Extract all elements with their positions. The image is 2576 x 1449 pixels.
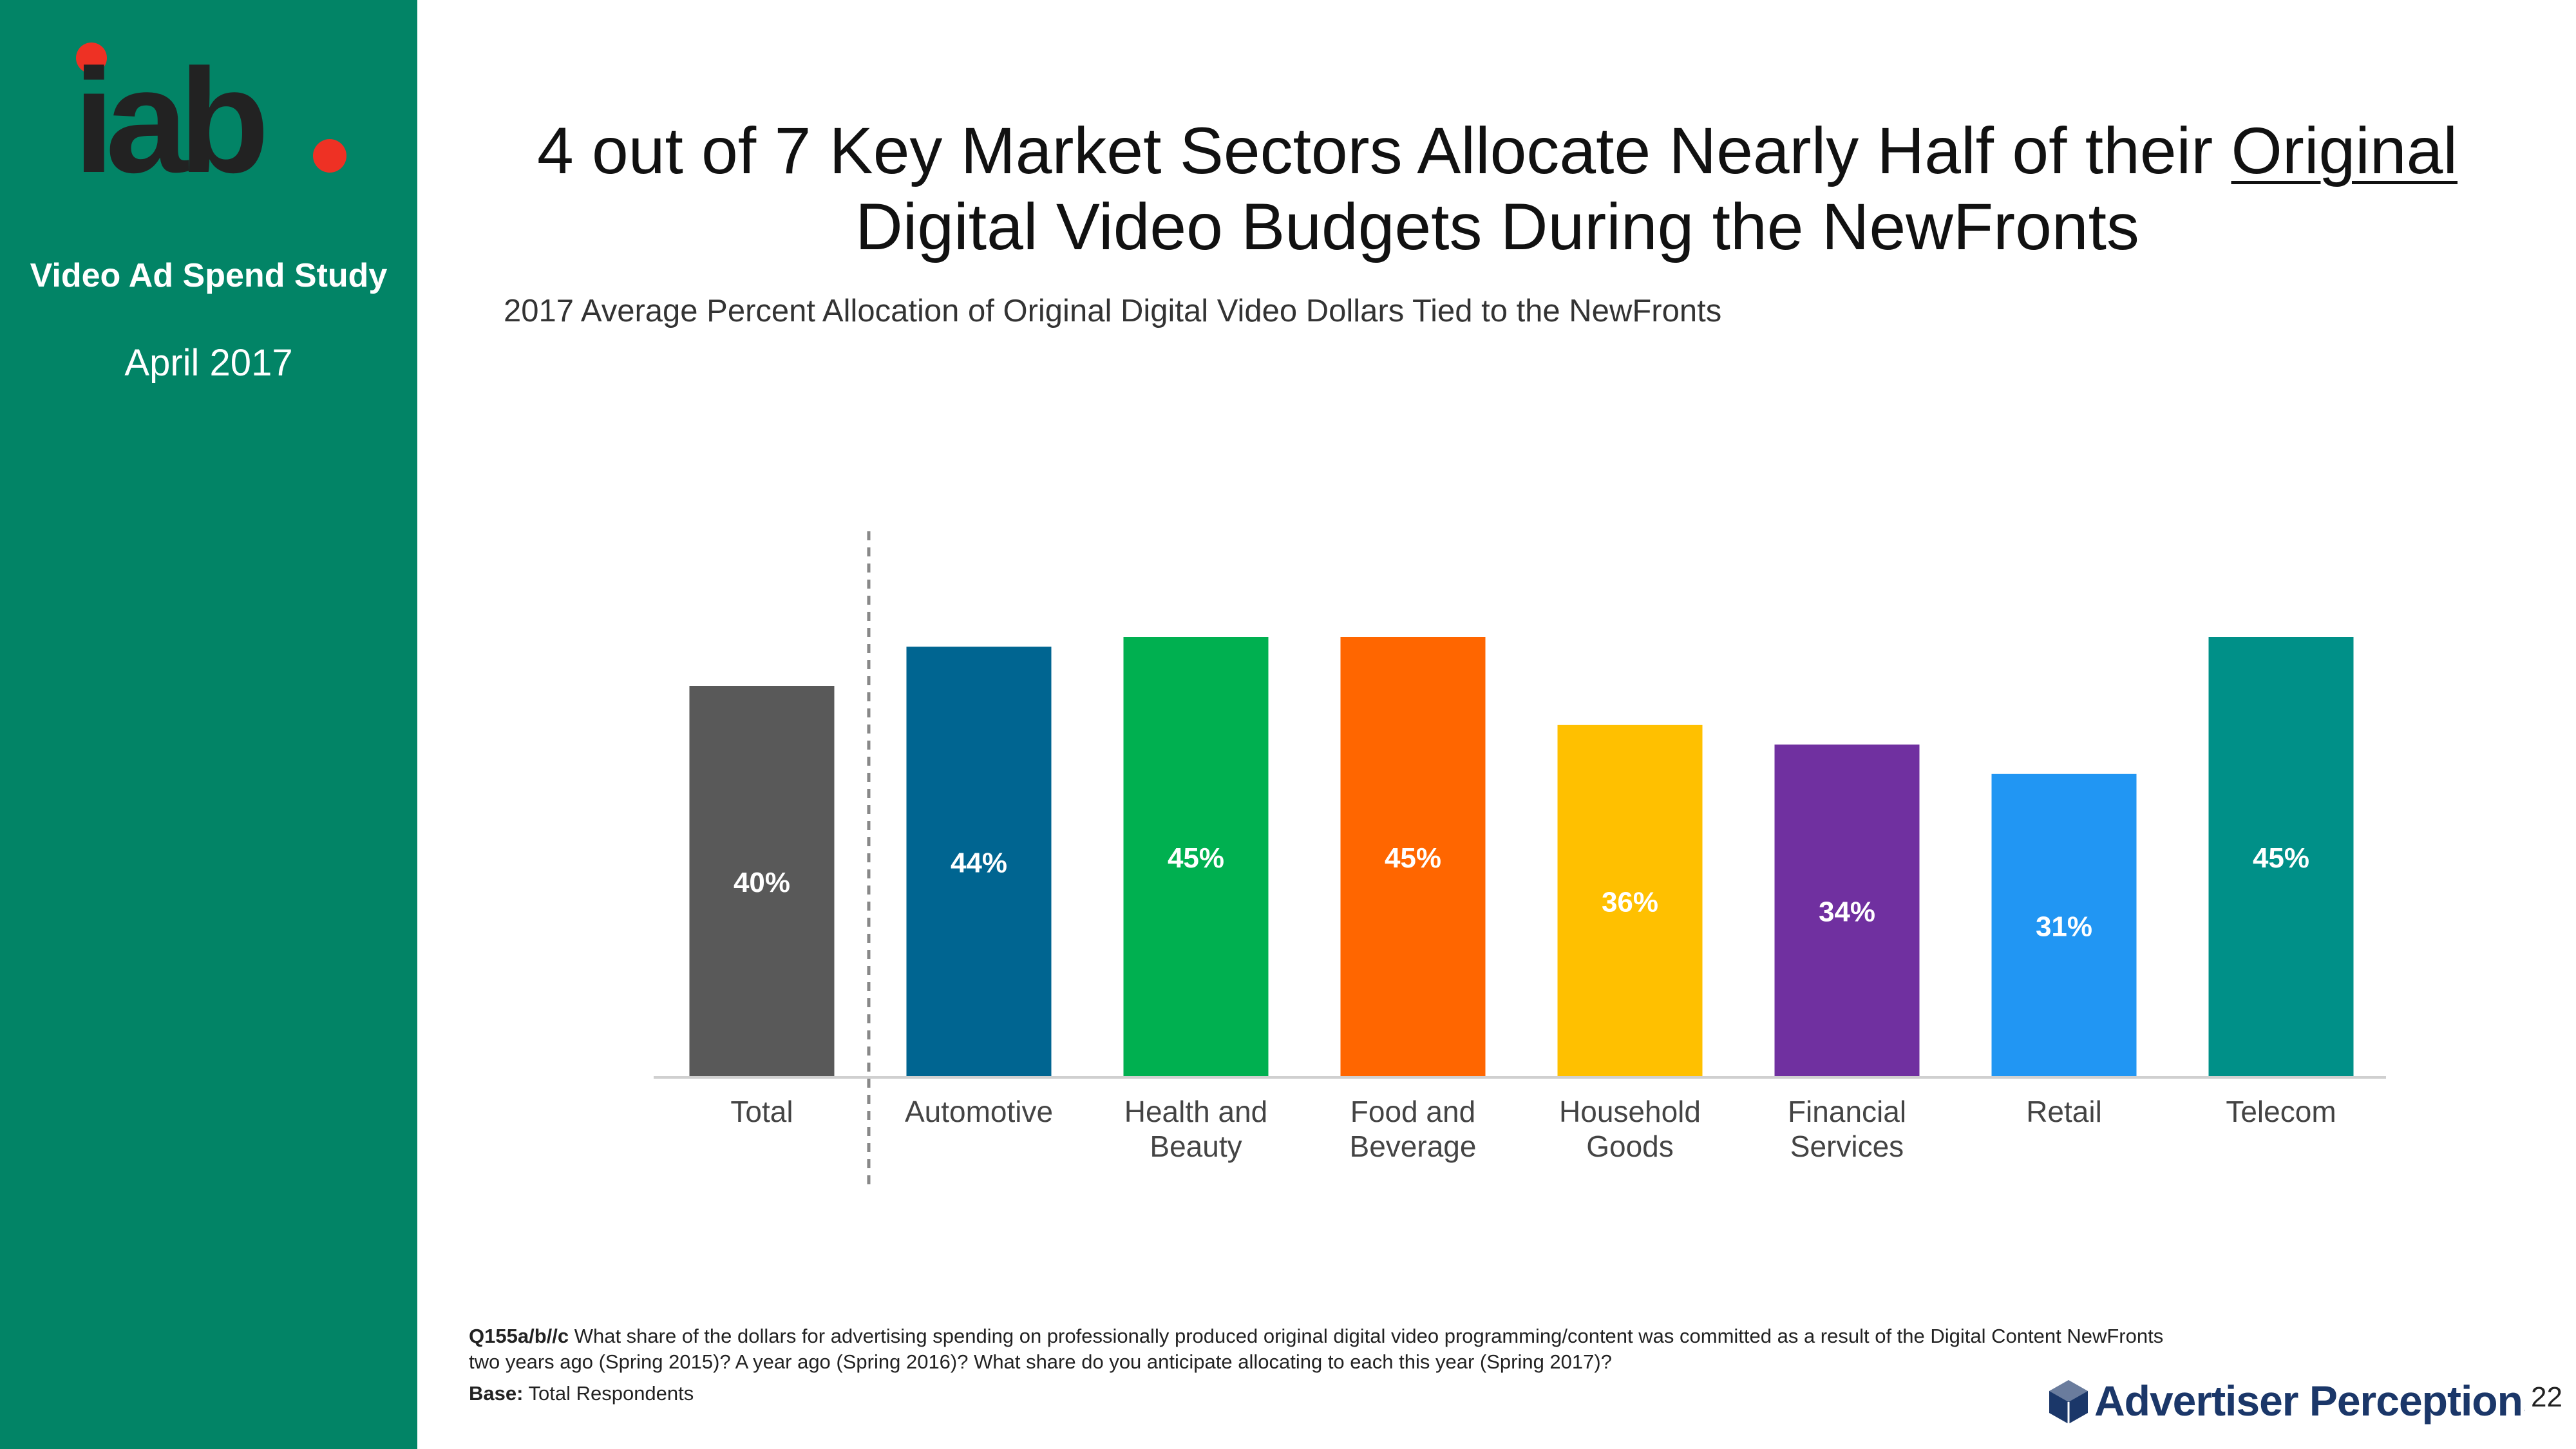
study-date: April 2017 — [124, 342, 293, 384]
bar-health-and-beauty — [1123, 637, 1269, 1077]
bar-retail — [1991, 773, 2137, 1077]
value-label-retail: 31% — [2036, 911, 2092, 942]
page-number: 22 — [2531, 1381, 2562, 1413]
chart-subtitle: 2017 Average Percent Allocation of Origi… — [504, 294, 1722, 328]
bar-household-goods — [1557, 724, 1703, 1077]
category-label-health-and-beauty-line-2: Beauty — [1150, 1130, 1242, 1163]
value-labels-group: 40% 44% 45% 45% 36% 34% 31% 45% — [734, 842, 2309, 942]
title-part-2: Digital Video Budgets During the NewFron… — [855, 190, 2139, 263]
category-label-financial-services-line-1: Financial — [1788, 1095, 1906, 1128]
question-footnote: Q155a/b//c What share of the dollars for… — [469, 1323, 2175, 1375]
sidebar: iab Video Ad Spend Study April 2017 — [0, 0, 417, 1449]
category-label-health-and-beauty-line-1: Health and — [1124, 1095, 1268, 1128]
title-part-1: 4 out of 7 Key Market Sectors Allocate N… — [536, 114, 2231, 187]
advertiser-perceptions-logo: Advertiser Perceptions — [2049, 1377, 2524, 1425]
base-note: Base: Total Respondents — [469, 1382, 694, 1405]
value-label-telecom: 45% — [2253, 842, 2309, 874]
cube-icon — [2049, 1380, 2088, 1424]
value-label-food-and-beverage: 45% — [1385, 842, 1441, 874]
category-label-retail: Retail — [2026, 1095, 2102, 1128]
brand-name: Advertiser Perceptions — [2094, 1377, 2524, 1425]
category-label-food-and-beverage-line-1: Food and — [1350, 1095, 1475, 1128]
question-text: What share of the dollars for advertisin… — [469, 1325, 2164, 1373]
base-label: Base: — [469, 1382, 524, 1405]
category-label-food-and-beverage-line-2: Beverage — [1350, 1130, 1477, 1163]
category-label-automotive: Automotive — [905, 1095, 1053, 1128]
value-label-total: 40% — [734, 867, 790, 898]
bar-telecom — [2208, 637, 2354, 1077]
value-label-health-and-beauty: 45% — [1168, 842, 1224, 874]
bar-automotive — [906, 647, 1052, 1077]
study-name: Video Ad Spend Study — [30, 257, 388, 294]
title-underlined-word: Original — [2231, 114, 2458, 187]
category-label-household-goods-line-1: Household — [1559, 1095, 1701, 1128]
value-label-automotive: 44% — [951, 848, 1007, 879]
value-label-household-goods: 36% — [1602, 886, 1658, 918]
logo-period-dot — [313, 139, 346, 173]
bar-food-and-beverage — [1340, 637, 1486, 1077]
logo-text: iab — [73, 38, 264, 184]
category-label-household-goods-line-2: Goods — [1586, 1130, 1674, 1163]
category-label-financial-services-line-2: Services — [1790, 1130, 1904, 1163]
value-label-financial-services: 34% — [1819, 896, 1875, 928]
category-label-telecom: Telecom — [2226, 1095, 2336, 1128]
logo-accent-dot — [76, 43, 107, 73]
question-code: Q155a/b//c — [469, 1325, 569, 1347]
category-label-total: Total — [730, 1095, 793, 1128]
iab-logo: iab — [73, 38, 346, 184]
bar-financial-services — [1774, 744, 1920, 1077]
bars-group — [689, 637, 2354, 1077]
page-title: 4 out of 7 Key Market Sectors Allocate N… — [489, 113, 2505, 265]
base-text: Total Respondents — [523, 1382, 694, 1405]
bar-total — [689, 686, 835, 1077]
